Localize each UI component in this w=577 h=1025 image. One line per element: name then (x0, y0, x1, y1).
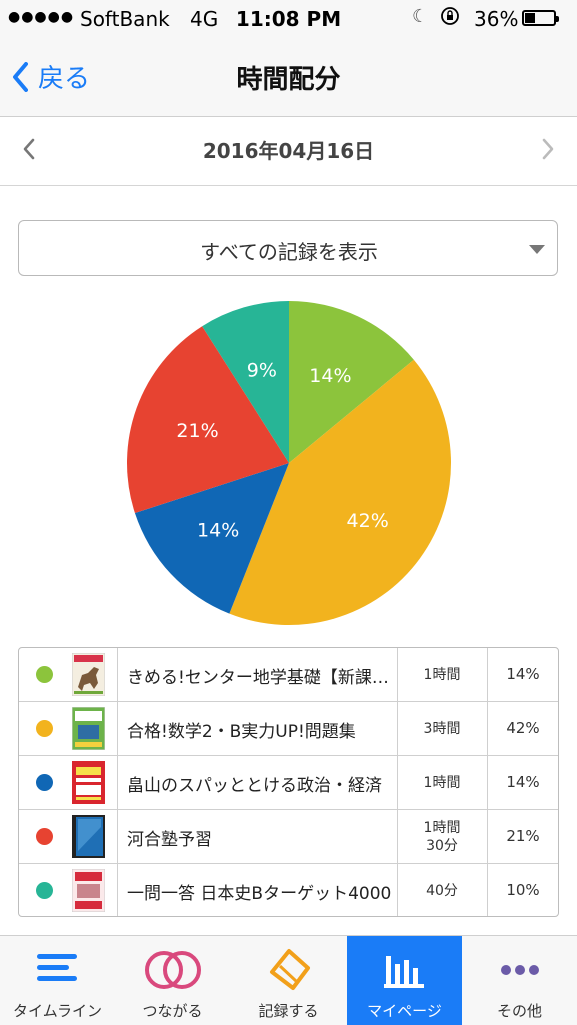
column-divider (117, 810, 118, 863)
book-cover-dinosaur-thumbnail (71, 652, 106, 697)
tab-mypage-chart[interactable]: マイページ (347, 936, 462, 1025)
tab-label: マイページ (367, 1002, 442, 1020)
record-title: 河合塾予習 (127, 830, 212, 850)
record-filter-dropdown[interactable]: すべての記録を表示 (18, 220, 558, 276)
mypage-chart-icon (347, 948, 462, 992)
carrier-name: SoftBank (80, 7, 170, 31)
column-divider (487, 810, 488, 863)
more-icon (462, 948, 577, 992)
record-percent: 42% (506, 719, 540, 737)
battery-percent: 36% (474, 7, 519, 31)
column-divider (117, 864, 118, 916)
previous-day-button[interactable] (22, 137, 36, 165)
chevron-right-icon (542, 138, 554, 160)
column-divider (397, 756, 398, 809)
record-percent: 10% (506, 881, 540, 899)
record-row[interactable]: 一問一答 日本史Bターゲット4000 40分 10% (19, 864, 558, 916)
record-title: きめる!センター地学基礎【新課程】 (127, 668, 393, 688)
record-percent: 14% (506, 773, 540, 791)
record-row[interactable]: 河合塾予習 1時間 30分 21% (19, 810, 558, 864)
column-divider (117, 702, 118, 755)
next-day-button[interactable] (541, 137, 555, 165)
tab-timeline[interactable]: タイムライン (0, 936, 115, 1025)
record-time: 1時間 (423, 666, 461, 683)
do-not-disturb-icon: ☾ (412, 6, 429, 27)
book-cover-politics-thumbnail (72, 761, 105, 804)
date-navigation: 2016年04月16日 (0, 117, 577, 186)
back-label: 戻る (38, 64, 91, 94)
record-time: 1時間 30分 (423, 819, 461, 854)
column-divider (487, 648, 488, 701)
record-row[interactable]: 合格!数学2・B実力UP!問題集 3時間 42% (19, 702, 558, 756)
battery-icon (522, 10, 559, 26)
book-cover-blue-thumbnail (72, 815, 105, 858)
column-divider (117, 756, 118, 809)
current-date: 2016年04月16日 (202, 139, 375, 163)
column-divider (397, 648, 398, 701)
column-divider (117, 648, 118, 701)
record-row[interactable]: きめる!センター地学基礎【新課程】 1時間 14% (19, 648, 558, 702)
pie-slice-label-2: 42% (347, 510, 389, 532)
status-time: 11:08 PM (235, 7, 342, 31)
record-row[interactable]: 畠山のスパッととける政治・経済 1時間 14% (19, 756, 558, 810)
book-cover-math-thumbnail (71, 706, 106, 751)
tab-label: タイムライン (13, 1002, 102, 1020)
record-time: 1時間 (423, 774, 461, 791)
rotation-lock-icon (440, 6, 460, 31)
chevron-left-icon (23, 138, 35, 160)
pie-slice-3 (134, 463, 289, 614)
signal-strength: ●●●●● (8, 9, 75, 25)
chevron-left-icon (13, 61, 28, 92)
record-time: 40分 (426, 883, 458, 899)
record-time: 3時間 (423, 720, 461, 737)
time-distribution-pie-chart: 14% 42% 14% 21% 9% (127, 301, 451, 625)
tab-connect[interactable]: つながる (115, 936, 230, 1025)
column-divider (487, 756, 488, 809)
tab-label: つながる (142, 1002, 203, 1020)
tab-label: 記録する (258, 1002, 319, 1020)
record-color-dot (36, 882, 53, 899)
record-percent: 21% (506, 827, 540, 845)
tab-more[interactable]: その他 (462, 936, 577, 1025)
tab-bar: タイムライン つながる 記録する マイページ その他 (0, 935, 577, 1025)
timeline-icon (0, 948, 115, 992)
column-divider (487, 864, 488, 916)
record-title: 一問一答 日本史Bターゲット4000 (127, 884, 392, 904)
record-percent: 14% (506, 665, 540, 683)
record-color-dot (36, 666, 53, 683)
pie-slice-5 (202, 301, 289, 463)
filter-selected-value: すべての記録を表示 (200, 240, 378, 264)
pie-slice-4 (127, 326, 290, 514)
record-icon (231, 948, 346, 992)
pie-slice-label-1: 14% (309, 365, 351, 387)
record-breakdown-table: きめる!センター地学基礎【新課程】 1時間 14% 合格!数学2・B実力UP!問題集 3… (18, 647, 559, 917)
column-divider (397, 864, 398, 916)
book-cover-history-thumbnail (71, 868, 106, 913)
record-title: 合格!数学2・B実力UP!問題集 (127, 722, 356, 742)
page-title: 時間配分 (236, 65, 341, 95)
tab-label: その他 (496, 1002, 542, 1020)
tab-record[interactable]: 記録する (231, 936, 346, 1025)
back-button[interactable]: 戻る (12, 58, 90, 95)
column-divider (487, 702, 488, 755)
column-divider (397, 702, 398, 755)
connect-icon (115, 948, 230, 992)
column-divider (397, 810, 398, 863)
pie-slice-2 (229, 359, 451, 625)
pie-slice-label-3: 14% (197, 520, 239, 542)
record-color-dot (36, 774, 53, 791)
pie-slice-label-5: 9% (247, 360, 277, 382)
record-color-dot (36, 720, 53, 737)
pie-slice-1 (289, 301, 414, 463)
record-title: 畠山のスパッととける政治・経済 (127, 776, 382, 796)
pie-slice-label-4: 21% (176, 420, 218, 442)
status-bar: ●●●●● SoftBank 4G 11:08 PM ☾ 36% (0, 0, 577, 38)
record-color-dot (36, 828, 53, 845)
dropdown-caret-icon (529, 245, 545, 254)
navigation-bar: 戻る 時間配分 (0, 38, 577, 117)
network-type: 4G (190, 7, 219, 31)
